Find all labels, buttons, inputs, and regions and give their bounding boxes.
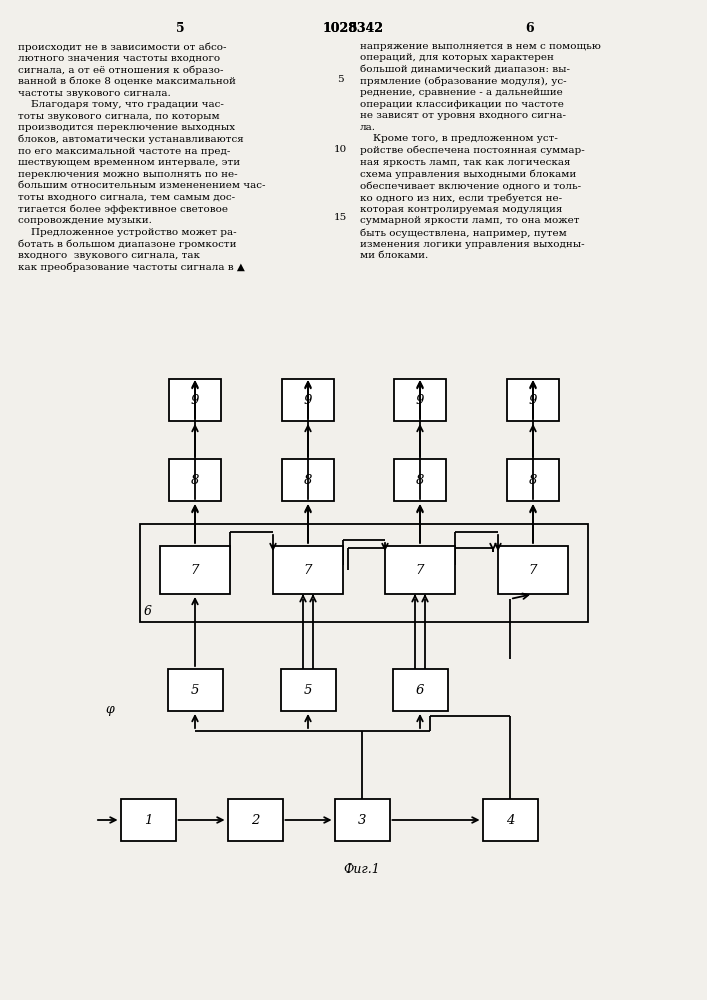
Text: 3: 3: [358, 814, 366, 826]
Bar: [507, 379, 559, 421]
Text: 7: 7: [529, 564, 537, 576]
Text: 5: 5: [337, 76, 344, 85]
Text: 6: 6: [526, 22, 534, 35]
Text: 1028342: 1028342: [322, 22, 383, 35]
Text: 9: 9: [416, 393, 424, 406]
Text: 6: 6: [416, 684, 424, 696]
Text: 7: 7: [304, 564, 312, 576]
Bar: [507, 459, 559, 501]
Bar: [160, 546, 230, 594]
Bar: [228, 799, 283, 841]
Text: 9: 9: [191, 393, 199, 406]
Bar: [169, 379, 221, 421]
Text: 5: 5: [349, 22, 357, 35]
Bar: [498, 546, 568, 594]
Text: 5: 5: [175, 22, 185, 35]
Bar: [394, 379, 446, 421]
Text: 9: 9: [304, 393, 312, 406]
Bar: [334, 799, 390, 841]
Bar: [282, 379, 334, 421]
Text: 1028342: 1028342: [322, 22, 383, 35]
Text: 8: 8: [416, 474, 424, 487]
Text: 10: 10: [334, 145, 346, 154]
Text: 4: 4: [506, 814, 514, 826]
Text: φ: φ: [105, 704, 115, 716]
Text: 1: 1: [144, 814, 152, 826]
Bar: [482, 799, 537, 841]
Text: 7: 7: [416, 564, 424, 576]
Bar: [281, 669, 336, 711]
Text: 8: 8: [191, 474, 199, 487]
Bar: [392, 669, 448, 711]
Text: 9: 9: [529, 393, 537, 406]
Text: 15: 15: [334, 214, 346, 223]
Bar: [273, 546, 343, 594]
Bar: [168, 669, 223, 711]
Text: 2: 2: [251, 814, 259, 826]
Bar: [385, 546, 455, 594]
Text: 7: 7: [191, 564, 199, 576]
Bar: [140, 524, 588, 622]
Text: Фиг.1: Фиг.1: [344, 863, 380, 876]
Text: 8: 8: [304, 474, 312, 487]
Text: происходит не в зависимости от абсо-
лютного значения частоты входного
сигнала, : происходит не в зависимости от абсо- лют…: [18, 42, 266, 272]
Text: 6: 6: [144, 605, 152, 618]
Text: 5: 5: [191, 684, 199, 696]
Text: напряжение выполняется в нем с помощью
операций, для которых характерен
большой : напряжение выполняется в нем с помощью о…: [360, 42, 601, 260]
Bar: [282, 459, 334, 501]
Text: 8: 8: [529, 474, 537, 487]
Bar: [394, 459, 446, 501]
Bar: [169, 459, 221, 501]
Bar: [120, 799, 175, 841]
Text: 5: 5: [304, 684, 312, 696]
